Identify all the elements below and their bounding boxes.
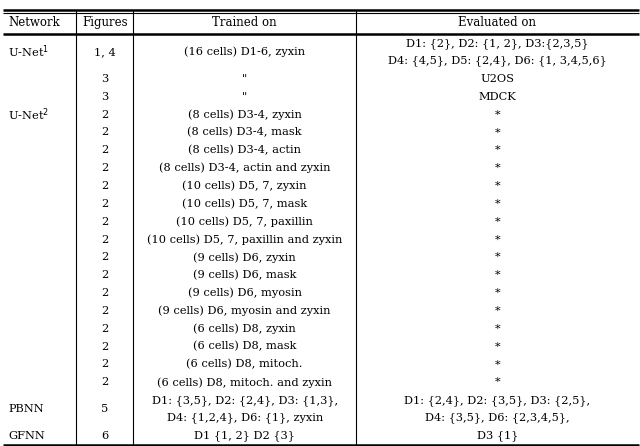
Text: ": " <box>242 74 247 84</box>
Text: Network: Network <box>8 16 60 29</box>
Text: (8 cells) D3-4, mask: (8 cells) D3-4, mask <box>188 127 302 138</box>
Text: 2: 2 <box>101 324 109 334</box>
Text: 1, 4: 1, 4 <box>94 47 116 57</box>
Text: (9 cells) D6, myosin: (9 cells) D6, myosin <box>188 288 301 298</box>
Text: 2: 2 <box>101 252 109 262</box>
Text: 2: 2 <box>101 342 109 351</box>
Text: 2: 2 <box>101 288 109 298</box>
Text: *: * <box>495 163 500 173</box>
Text: *: * <box>495 377 500 387</box>
Text: *: * <box>495 270 500 280</box>
Text: *: * <box>495 199 500 209</box>
Text: *: * <box>495 324 500 334</box>
Text: *: * <box>495 181 500 191</box>
Text: 2: 2 <box>101 163 109 173</box>
Text: D1: {2}, D2: {1, 2}, D3:{2,3,5}: D1: {2}, D2: {1, 2}, D3:{2,3,5} <box>406 39 589 50</box>
Text: (9 cells) D6, mask: (9 cells) D6, mask <box>193 270 296 281</box>
Text: 2: 2 <box>101 306 109 316</box>
Text: (10 cells) D5, 7, paxillin and zyxin: (10 cells) D5, 7, paxillin and zyxin <box>147 234 342 245</box>
Text: 2: 2 <box>101 377 109 387</box>
Text: 2: 2 <box>101 359 109 369</box>
Text: *: * <box>495 128 500 137</box>
Text: (8 cells) D3-4, actin and zyxin: (8 cells) D3-4, actin and zyxin <box>159 163 330 173</box>
Text: 3: 3 <box>101 74 109 84</box>
Text: (8 cells) D3-4, actin: (8 cells) D3-4, actin <box>188 145 301 156</box>
Text: *: * <box>495 342 500 351</box>
Text: MDCK: MDCK <box>479 92 516 102</box>
Text: (6 cells) D8, mitoch. and zyxin: (6 cells) D8, mitoch. and zyxin <box>157 377 332 388</box>
Text: (10 cells) D5, 7, mask: (10 cells) D5, 7, mask <box>182 198 307 209</box>
Text: GFNN: GFNN <box>8 431 45 441</box>
Text: (8 cells) D3-4, zyxin: (8 cells) D3-4, zyxin <box>188 109 301 120</box>
Text: (9 cells) D6, myosin and zyxin: (9 cells) D6, myosin and zyxin <box>159 306 331 316</box>
Text: 2: 2 <box>101 128 109 137</box>
Text: (6 cells) D8, mitoch.: (6 cells) D8, mitoch. <box>186 359 303 370</box>
Text: 2: 2 <box>101 181 109 191</box>
Text: D1 {1, 2} D2 {3}: D1 {1, 2} D2 {3} <box>195 430 295 441</box>
Text: U2OS: U2OS <box>480 74 515 84</box>
Text: 2: 2 <box>101 235 109 244</box>
Text: (16 cells) D1-6, zyxin: (16 cells) D1-6, zyxin <box>184 47 305 58</box>
Text: U-Net$^1$: U-Net$^1$ <box>8 44 49 61</box>
Text: *: * <box>495 145 500 155</box>
Text: Figures: Figures <box>82 16 128 29</box>
Text: (10 cells) D5, 7, zyxin: (10 cells) D5, 7, zyxin <box>182 181 307 191</box>
Text: *: * <box>495 252 500 262</box>
Text: Trained on: Trained on <box>212 16 277 29</box>
Text: (6 cells) D8, mask: (6 cells) D8, mask <box>193 341 296 352</box>
Text: U-Net$^2$: U-Net$^2$ <box>8 106 49 123</box>
Text: D4: {4,5}, D5: {2,4}, D6: {1, 3,4,5,6}: D4: {4,5}, D5: {2,4}, D6: {1, 3,4,5,6} <box>388 55 607 66</box>
Text: *: * <box>495 217 500 227</box>
Text: *: * <box>495 288 500 298</box>
Text: PBNN: PBNN <box>8 404 44 414</box>
Text: Evaluated on: Evaluated on <box>458 16 536 29</box>
Text: D1: {2,4}, D2: {3,5}, D3: {2,5},: D1: {2,4}, D2: {3,5}, D3: {2,5}, <box>404 396 590 406</box>
Text: 3: 3 <box>101 92 109 102</box>
Text: *: * <box>495 110 500 120</box>
Text: *: * <box>495 235 500 244</box>
Text: 2: 2 <box>101 145 109 155</box>
Text: 6: 6 <box>101 431 109 441</box>
Text: *: * <box>495 359 500 369</box>
Text: *: * <box>495 306 500 316</box>
Text: 2: 2 <box>101 199 109 209</box>
Text: 2: 2 <box>101 217 109 227</box>
Text: (9 cells) D6, zyxin: (9 cells) D6, zyxin <box>193 252 296 263</box>
Text: 5: 5 <box>101 404 109 414</box>
Text: D1: {3,5}, D2: {2,4}, D3: {1,3},: D1: {3,5}, D2: {2,4}, D3: {1,3}, <box>152 396 338 406</box>
Text: ": " <box>242 92 247 102</box>
Text: D4: {1,2,4}, D6: {1}, zyxin: D4: {1,2,4}, D6: {1}, zyxin <box>166 412 323 422</box>
Text: 2: 2 <box>101 270 109 280</box>
Text: (10 cells) D5, 7, paxillin: (10 cells) D5, 7, paxillin <box>176 216 313 227</box>
Text: (6 cells) D8, zyxin: (6 cells) D8, zyxin <box>193 323 296 334</box>
Text: D3 {1}: D3 {1} <box>477 430 518 441</box>
Text: D4: {3,5}, D6: {2,3,4,5},: D4: {3,5}, D6: {2,3,4,5}, <box>425 412 570 422</box>
Text: 2: 2 <box>101 110 109 120</box>
